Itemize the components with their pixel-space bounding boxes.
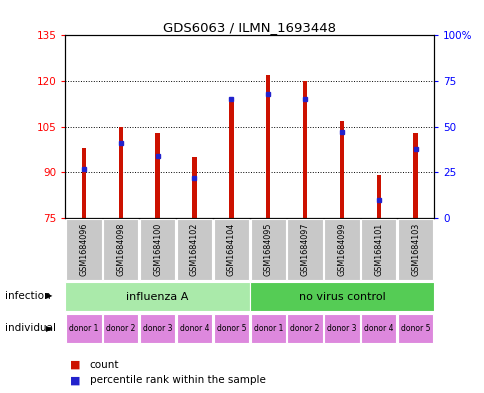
FancyBboxPatch shape bbox=[397, 219, 432, 280]
Text: GSM1684100: GSM1684100 bbox=[153, 223, 162, 276]
FancyBboxPatch shape bbox=[177, 314, 212, 343]
FancyBboxPatch shape bbox=[213, 219, 248, 280]
Bar bbox=[339, 121, 344, 218]
FancyBboxPatch shape bbox=[66, 314, 101, 343]
FancyBboxPatch shape bbox=[324, 314, 359, 343]
Bar bbox=[155, 133, 160, 218]
FancyBboxPatch shape bbox=[103, 314, 138, 343]
FancyBboxPatch shape bbox=[324, 219, 359, 280]
Text: GSM1684098: GSM1684098 bbox=[116, 223, 125, 276]
Text: donor 2: donor 2 bbox=[290, 324, 319, 332]
Text: donor 3: donor 3 bbox=[143, 324, 172, 332]
Text: donor 2: donor 2 bbox=[106, 324, 135, 332]
Text: GSM1684103: GSM1684103 bbox=[410, 223, 419, 276]
Text: ■: ■ bbox=[70, 360, 81, 370]
Text: donor 5: donor 5 bbox=[400, 324, 429, 332]
FancyBboxPatch shape bbox=[66, 219, 101, 280]
FancyBboxPatch shape bbox=[140, 314, 175, 343]
Title: GDS6063 / ILMN_1693448: GDS6063 / ILMN_1693448 bbox=[163, 21, 335, 34]
FancyBboxPatch shape bbox=[65, 282, 249, 311]
Bar bbox=[302, 81, 307, 218]
Text: donor 4: donor 4 bbox=[363, 324, 393, 332]
Bar bbox=[265, 75, 270, 218]
FancyBboxPatch shape bbox=[103, 219, 138, 280]
FancyBboxPatch shape bbox=[140, 219, 175, 280]
Text: no virus control: no virus control bbox=[298, 292, 384, 302]
Bar bbox=[412, 133, 417, 218]
FancyBboxPatch shape bbox=[287, 219, 322, 280]
Bar bbox=[228, 102, 233, 218]
Text: individual: individual bbox=[5, 323, 56, 333]
FancyBboxPatch shape bbox=[287, 314, 322, 343]
FancyBboxPatch shape bbox=[213, 314, 248, 343]
Text: GSM1684097: GSM1684097 bbox=[300, 223, 309, 276]
FancyBboxPatch shape bbox=[250, 219, 285, 280]
Text: influenza A: influenza A bbox=[126, 292, 188, 302]
Text: GSM1684101: GSM1684101 bbox=[374, 223, 382, 276]
Bar bbox=[376, 175, 380, 218]
Text: ■: ■ bbox=[70, 375, 81, 386]
Text: percentile rank within the sample: percentile rank within the sample bbox=[90, 375, 265, 386]
Text: donor 1: donor 1 bbox=[69, 324, 98, 332]
Text: GSM1684095: GSM1684095 bbox=[263, 223, 272, 276]
Text: donor 1: donor 1 bbox=[253, 324, 282, 332]
Bar bbox=[192, 157, 197, 218]
FancyBboxPatch shape bbox=[250, 314, 285, 343]
FancyBboxPatch shape bbox=[249, 282, 433, 311]
Text: infection: infection bbox=[5, 291, 50, 301]
Text: GSM1684104: GSM1684104 bbox=[227, 223, 235, 276]
Text: donor 5: donor 5 bbox=[216, 324, 245, 332]
FancyBboxPatch shape bbox=[361, 314, 395, 343]
Text: donor 3: donor 3 bbox=[327, 324, 356, 332]
Text: GSM1684099: GSM1684099 bbox=[337, 223, 346, 276]
Text: GSM1684102: GSM1684102 bbox=[190, 223, 198, 276]
Text: ▶: ▶ bbox=[46, 292, 52, 300]
Bar bbox=[81, 148, 86, 218]
Text: donor 4: donor 4 bbox=[180, 324, 209, 332]
FancyBboxPatch shape bbox=[397, 314, 432, 343]
Text: count: count bbox=[90, 360, 119, 370]
FancyBboxPatch shape bbox=[361, 219, 395, 280]
Text: GSM1684096: GSM1684096 bbox=[79, 223, 88, 276]
FancyBboxPatch shape bbox=[177, 219, 212, 280]
Text: ▶: ▶ bbox=[46, 324, 52, 332]
Bar bbox=[118, 127, 123, 218]
